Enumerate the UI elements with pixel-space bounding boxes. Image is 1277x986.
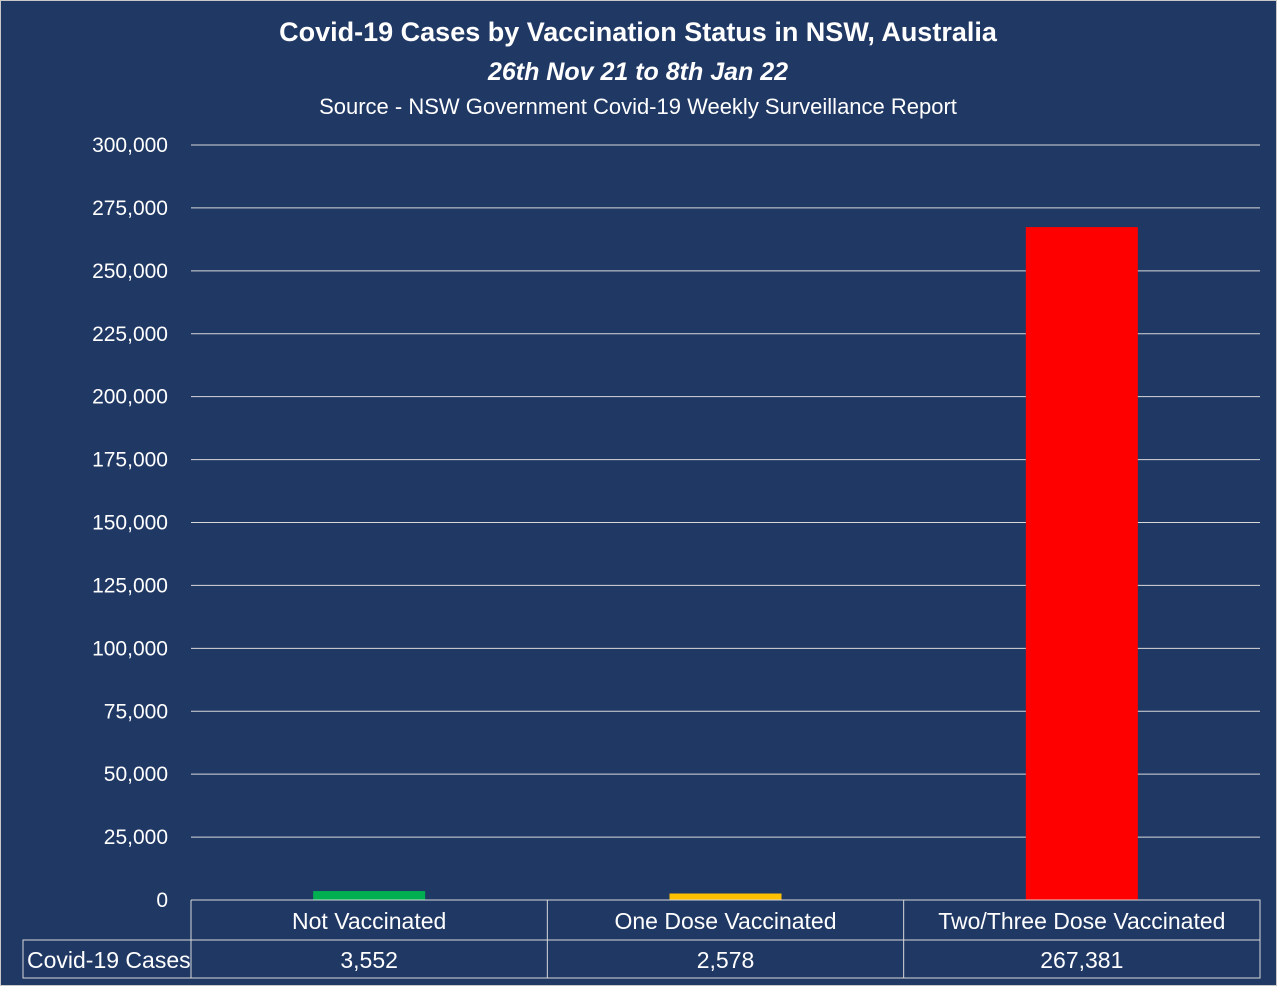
y-axis-ticks: 0 25,000 50,000 75,000 100,000 125,000 150,000… — [92, 134, 168, 912]
y-tick-label: 150,000 — [92, 512, 168, 535]
data-table: Not Vaccinated 3,552 One Dose Vaccinated 2,… — [22, 899, 1261, 979]
y-tick-label: 100,000 — [92, 637, 168, 660]
y-tick-label: 75,000 — [104, 700, 168, 723]
series-name: Covid-19 Cases — [27, 947, 191, 973]
bars — [313, 227, 1138, 900]
y-tick-label: 200,000 — [92, 386, 168, 409]
data-label: 2,578 — [697, 947, 755, 973]
y-tick-label: 0 — [156, 889, 168, 912]
y-tick-label: 250,000 — [92, 260, 168, 283]
category-label: One Dose Vaccinated — [614, 908, 836, 934]
category-label: Two/Three Dose Vaccinated — [938, 908, 1225, 934]
bar — [669, 893, 782, 900]
data-label: 267,381 — [1040, 947, 1123, 973]
y-tick-label: 25,000 — [104, 826, 168, 849]
bar — [313, 891, 426, 900]
chart-source: Source - NSW Government Covid-19 Weekly … — [319, 94, 957, 119]
data-label: 3,552 — [340, 947, 398, 973]
bar — [1025, 227, 1138, 900]
category-label: Not Vaccinated — [292, 908, 446, 934]
y-tick-label: 275,000 — [92, 197, 168, 220]
chart-title: Covid-19 Cases by Vaccination Status in … — [279, 17, 998, 47]
y-tick-label: 300,000 — [92, 134, 168, 157]
y-tick-label: 125,000 — [92, 574, 168, 597]
y-tick-label: 225,000 — [92, 323, 168, 346]
y-tick-label: 50,000 — [104, 763, 168, 786]
y-tick-label: 175,000 — [92, 449, 168, 472]
chart-subtitle: 26th Nov 21 to 8th Jan 22 — [487, 58, 788, 86]
